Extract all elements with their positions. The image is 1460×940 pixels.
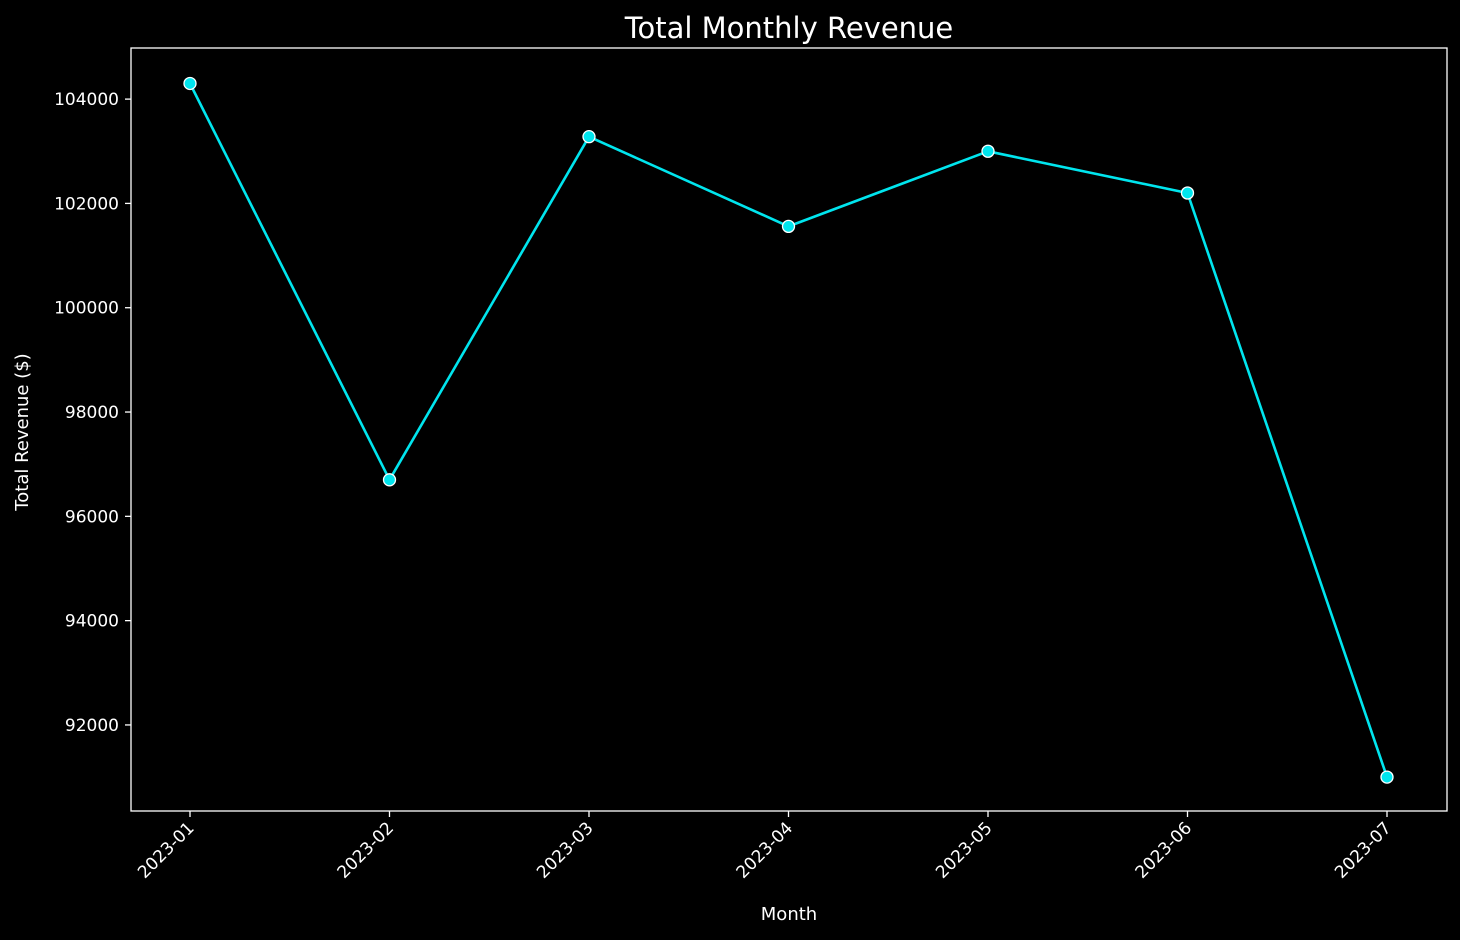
data-point (582, 130, 596, 144)
x-tick-label: 2023-07 (1331, 818, 1395, 882)
x-tick-label: 2023-02 (334, 818, 398, 882)
y-tick-label: 104000 (54, 90, 119, 110)
x-tick-label: 2023-04 (733, 818, 797, 882)
data-point (1380, 770, 1394, 784)
y-tick-label: 100000 (54, 299, 119, 319)
x-tick-label: 2023-03 (533, 818, 597, 882)
y-axis-label: Total Revenue ($) (12, 353, 33, 511)
x-axis-label: Month (761, 904, 817, 925)
y-tick-label: 92000 (65, 716, 119, 736)
y-tick-label: 96000 (65, 507, 119, 527)
x-tick-label: 2023-05 (932, 818, 996, 882)
data-point (981, 144, 995, 158)
y-axis: 92000 94000 96000 98000 100000 102000 104000 (54, 90, 131, 736)
data-point (1180, 186, 1195, 200)
data-point (382, 473, 397, 487)
data-point (183, 76, 197, 91)
x-tick-label: 2023-06 (1132, 818, 1196, 882)
series-line (188, 82, 1389, 778)
data-point (781, 219, 796, 234)
y-tick-label: 102000 (54, 194, 119, 214)
x-axis: 2023-01 2023-02 2023-03 2023-04 2023-05 2023-… (134, 811, 1396, 883)
plot-area-frame (130, 47, 1448, 812)
y-tick-label: 98000 (65, 403, 119, 423)
chart-title: Total Monthly Revenue (624, 11, 954, 45)
series-revenue (183, 76, 1394, 784)
y-tick-label: 94000 (65, 612, 119, 632)
x-tick-label: 2023-01 (134, 818, 198, 882)
